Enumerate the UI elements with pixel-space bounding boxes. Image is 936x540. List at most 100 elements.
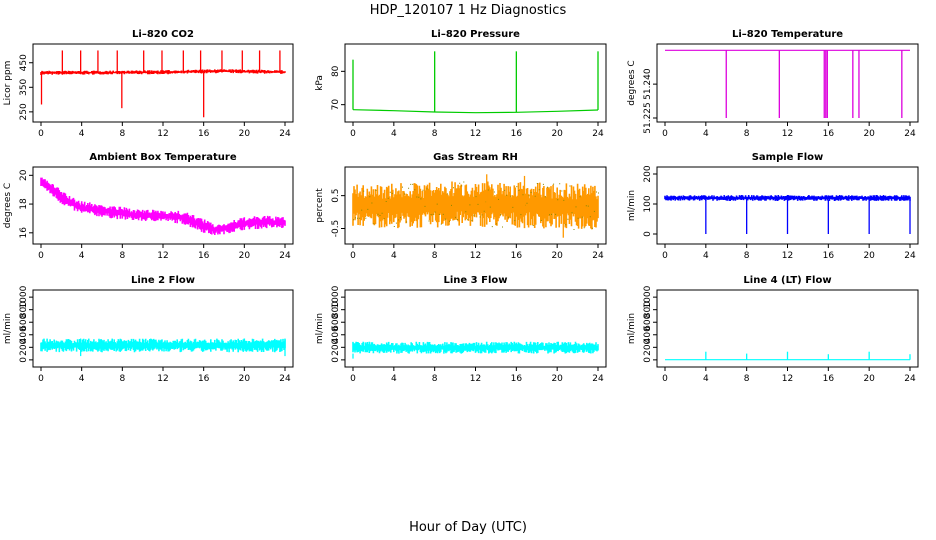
y-tick-label: 0 bbox=[643, 357, 653, 363]
x-tick-label: 24 bbox=[904, 374, 916, 384]
x-tick-label: 8 bbox=[119, 129, 125, 139]
y-tick-label: 600 bbox=[643, 313, 653, 330]
x-tick-label: 16 bbox=[511, 374, 523, 384]
x-tick-label: 4 bbox=[703, 251, 709, 261]
chart-title: Li–820 Temperature bbox=[732, 29, 843, 40]
x-tick-label: 24 bbox=[279, 129, 291, 139]
y-tick-label: 350 bbox=[19, 78, 29, 95]
y-axis-label: Licor ppm bbox=[3, 61, 13, 106]
y-tick-label: 250 bbox=[19, 103, 29, 120]
y-tick-label: 1000 bbox=[643, 285, 653, 308]
data-band bbox=[40, 177, 286, 235]
y-tick-label: 800 bbox=[643, 301, 653, 318]
x-tick-label: 12 bbox=[782, 251, 793, 261]
data-band bbox=[352, 181, 599, 230]
x-tick-label: 24 bbox=[592, 129, 604, 139]
y-axis-label: degrees C bbox=[627, 60, 637, 105]
y-tick-label: 0.5 bbox=[331, 188, 341, 202]
y-axis-label: ml/min bbox=[627, 313, 637, 344]
x-tick-label: 0 bbox=[662, 251, 668, 261]
chart-title: Line 4 (LT) Flow bbox=[743, 275, 831, 286]
x-tick-label: 12 bbox=[782, 374, 793, 384]
x-tick-label: 8 bbox=[119, 251, 125, 261]
x-tick-label: 16 bbox=[511, 129, 523, 139]
y-tick-label: -0.5 bbox=[331, 220, 341, 238]
y-tick-label: 51.240 bbox=[643, 68, 653, 100]
series-line-2-flow bbox=[40, 338, 286, 357]
chart-sample-flow: Sample Flow ml/min 0 4 8 12 16 20 24 0 100 200 bbox=[627, 152, 919, 261]
y-axis-label: kPa bbox=[315, 75, 325, 91]
x-tick-label: 20 bbox=[239, 251, 251, 261]
x-tick-label: 0 bbox=[38, 129, 44, 139]
x-tick-label: 20 bbox=[551, 129, 563, 139]
y-tick-label: 51.225 bbox=[643, 102, 653, 134]
y-tick-label: 70 bbox=[331, 99, 341, 111]
y-tick-label: 200 bbox=[331, 338, 341, 355]
x-tick-label: 4 bbox=[703, 374, 709, 384]
y-tick-label: 600 bbox=[331, 313, 341, 330]
y-tick-label: 200 bbox=[643, 165, 653, 182]
x-tick-label: 24 bbox=[904, 251, 916, 261]
y-tick-label: 600 bbox=[19, 313, 29, 330]
x-tick-label: 20 bbox=[239, 129, 251, 139]
data-band bbox=[352, 341, 599, 354]
x-tick-label: 0 bbox=[350, 129, 356, 139]
chart-title: Ambient Box Temperature bbox=[89, 152, 236, 163]
y-tick-label: 400 bbox=[331, 326, 341, 343]
chart-li-820-temperature: Li–820 Temperature degrees C 0 4 8 12 16 20 24 51… bbox=[627, 29, 919, 139]
x-tick-label: 8 bbox=[119, 374, 125, 384]
y-tick-label: 400 bbox=[19, 326, 29, 343]
y-axis-label: ml/min bbox=[315, 313, 325, 344]
x-tick-label: 8 bbox=[744, 374, 750, 384]
x-tick-label: 16 bbox=[823, 374, 835, 384]
x-tick-label: 20 bbox=[551, 251, 563, 261]
x-tick-label: 12 bbox=[470, 374, 481, 384]
y-tick-label: 1000 bbox=[331, 285, 341, 308]
y-axis-label: ml/min bbox=[627, 190, 637, 221]
x-tick-label: 20 bbox=[863, 251, 875, 261]
y-tick-label: 450 bbox=[19, 54, 29, 71]
chart-title: Line 3 Flow bbox=[444, 275, 508, 286]
x-tick-label: 0 bbox=[38, 374, 44, 384]
x-tick-label: 4 bbox=[391, 374, 397, 384]
x-tick-label: 4 bbox=[391, 251, 397, 261]
x-tick-label: 12 bbox=[157, 129, 168, 139]
x-tick-label: 4 bbox=[391, 129, 397, 139]
plot-frame bbox=[344, 289, 607, 368]
y-axis-label: percent bbox=[315, 188, 325, 223]
chart-title: Line 2 Flow bbox=[131, 275, 195, 286]
x-tick-label: 16 bbox=[823, 251, 835, 261]
chart-li-820-co2: Li–820 CO2 Licor ppm 0 4 8 12 16 20 24 250 350 450 bbox=[3, 29, 294, 139]
series-li-820-pressure bbox=[352, 51, 599, 114]
series-li-820-temperature bbox=[665, 49, 910, 118]
x-tick-label: 24 bbox=[279, 251, 291, 261]
x-tick-label: 24 bbox=[592, 251, 604, 261]
x-tick-label: 12 bbox=[470, 251, 481, 261]
y-tick-label: 800 bbox=[19, 301, 29, 318]
y-tick-label: 80 bbox=[331, 65, 341, 77]
x-tick-label: 4 bbox=[79, 251, 85, 261]
y-tick-label: 18 bbox=[19, 198, 29, 210]
chart-line-4-lt-flow: Line 4 (LT) Flow ml/min 0 4 8 12 16 20 24 0 200400… bbox=[627, 275, 919, 384]
plot-frame bbox=[656, 43, 919, 123]
data-line bbox=[352, 109, 599, 114]
chart-line-2-flow: Line 2 Flow ml/min 0 4 8 12 16 20 24 0 20040060080… bbox=[3, 275, 294, 384]
page-title: HDP_120107 1 Hz Diagnostics bbox=[370, 3, 567, 18]
data-band bbox=[40, 338, 286, 353]
y-tick-label: 200 bbox=[19, 338, 29, 355]
x-tick-label: 12 bbox=[470, 129, 481, 139]
chart-li-820-pressure: Li–820 Pressure kPa 0 4 8 12 16 20 24 70 80 bbox=[315, 29, 607, 139]
x-tick-label: 20 bbox=[551, 374, 563, 384]
x-tick-label: 8 bbox=[744, 129, 750, 139]
series-gas-stream-rh bbox=[352, 174, 599, 238]
y-tick-label: 1000 bbox=[19, 285, 29, 308]
x-tick-label: 16 bbox=[198, 374, 210, 384]
chart-title: Sample Flow bbox=[752, 152, 824, 163]
x-tick-label: 12 bbox=[157, 374, 168, 384]
x-tick-label: 4 bbox=[79, 374, 85, 384]
x-tick-label: 0 bbox=[662, 374, 668, 384]
x-tick-label: 16 bbox=[198, 129, 210, 139]
y-axis-label: ml/min bbox=[3, 313, 13, 344]
